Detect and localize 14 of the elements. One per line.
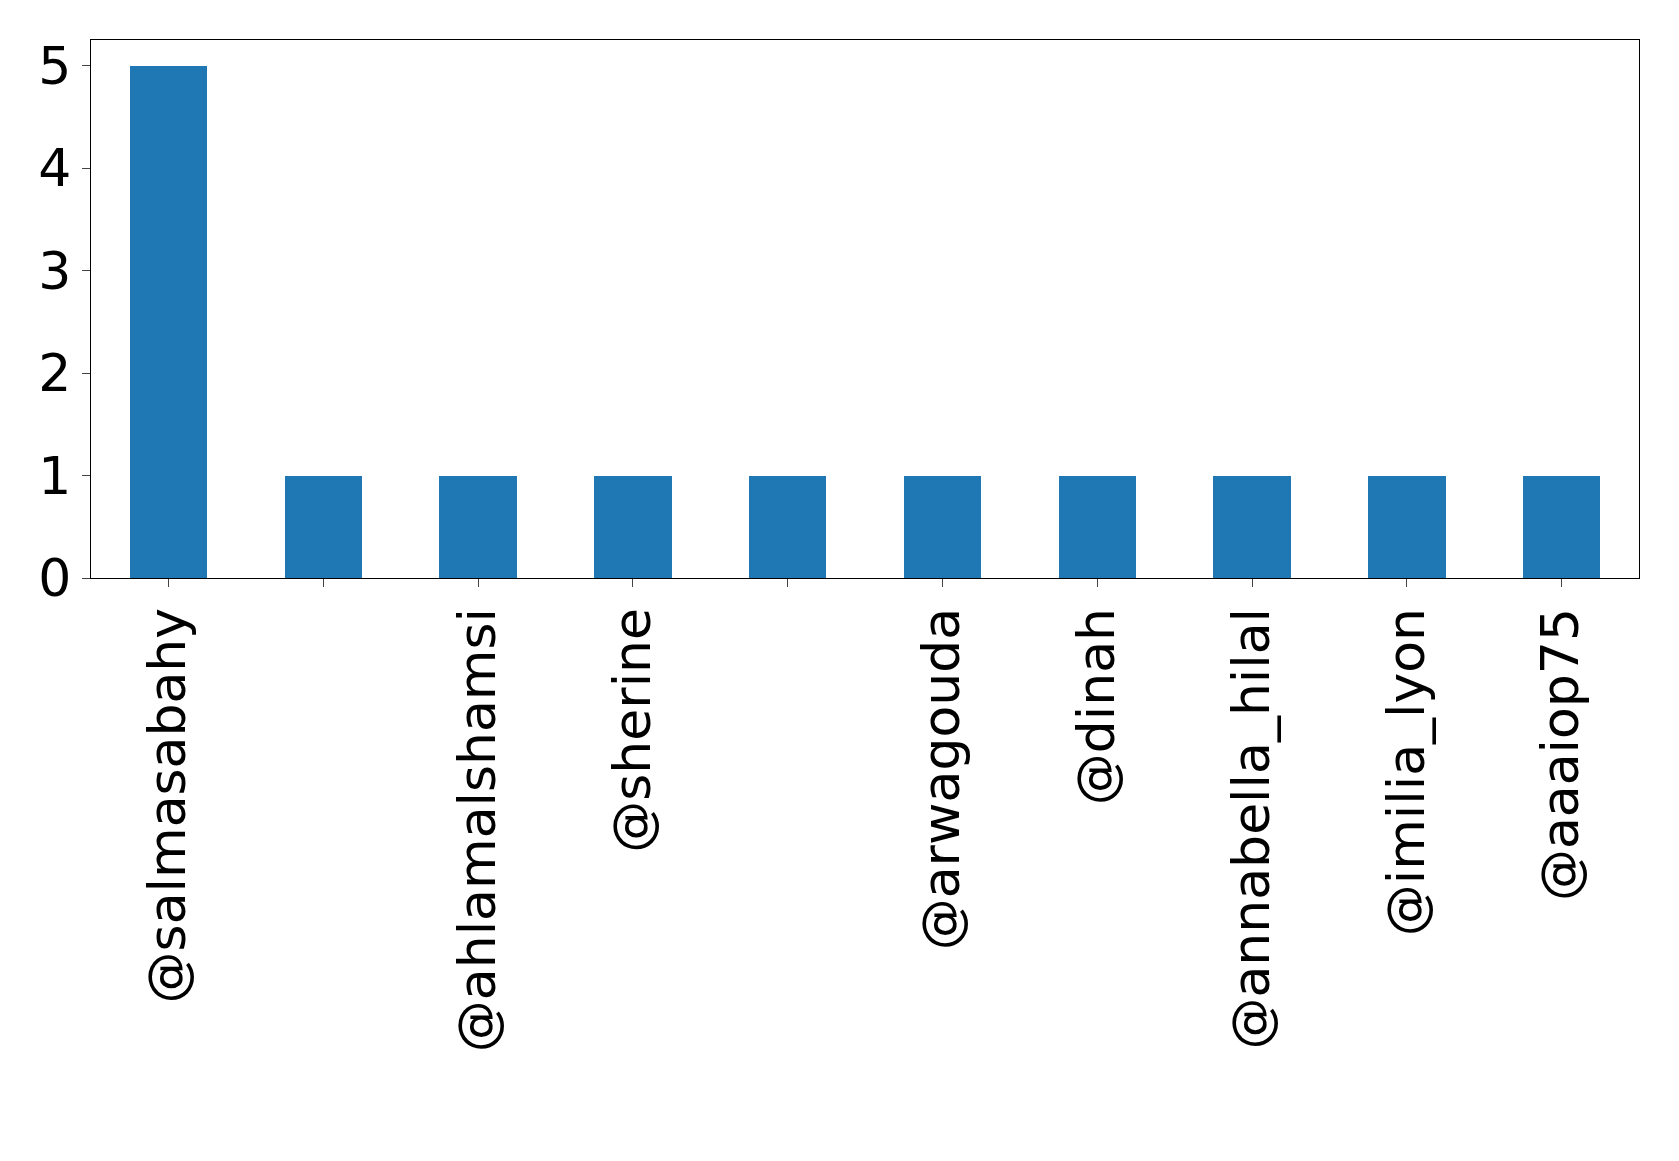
y-tick-label: 4 bbox=[38, 138, 72, 199]
x-tick-label: @ahlamalshamsi bbox=[446, 607, 507, 1053]
x-tick-label: @dinah bbox=[1066, 607, 1127, 806]
y-tick-label: 5 bbox=[38, 35, 72, 96]
y-tick-label: 3 bbox=[38, 240, 72, 301]
x-tick-label: @imilia_lyon bbox=[1375, 607, 1436, 937]
x-tick-label: @sherine bbox=[601, 607, 662, 853]
x-tick-label: @arwagouda bbox=[911, 607, 972, 951]
x-tick-label: @salmasabahy bbox=[137, 607, 198, 1004]
y-tick-label: 1 bbox=[38, 445, 72, 506]
y-tick-label: 2 bbox=[38, 343, 72, 404]
x-tick-label: @annabella_hilal bbox=[1220, 607, 1281, 1050]
x-tick-label: @aaaiop75 bbox=[1530, 607, 1591, 901]
y-tick-label: 0 bbox=[38, 548, 72, 609]
